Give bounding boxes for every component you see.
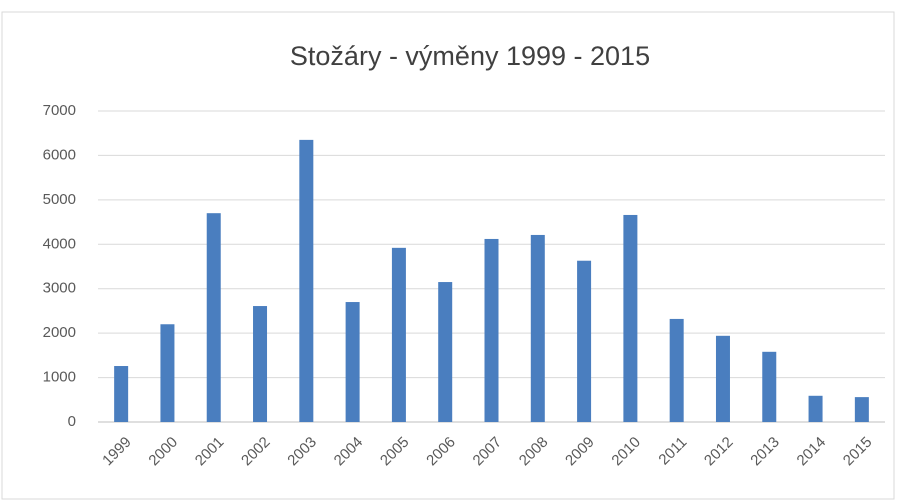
bar <box>206 213 221 422</box>
bar <box>669 318 684 422</box>
bar <box>299 139 314 422</box>
y-tick-label: 1000 <box>43 369 76 386</box>
bar <box>530 234 545 422</box>
y-tick-label: 6000 <box>43 146 76 163</box>
y-tick-label: 2000 <box>43 324 76 341</box>
bar <box>438 282 453 422</box>
y-tick-label: 0 <box>68 413 76 430</box>
chart-title: Stožáry - výměny 1999 - 2015 <box>290 41 650 71</box>
bar <box>114 366 129 422</box>
y-tick-label: 4000 <box>43 235 76 252</box>
bar <box>808 395 823 422</box>
bar <box>854 397 869 422</box>
bar <box>253 306 268 422</box>
bar <box>762 351 777 422</box>
y-tick-label: 3000 <box>43 280 76 297</box>
bar <box>345 302 360 422</box>
y-tick-label: 5000 <box>43 191 76 208</box>
chart-border <box>1 11 895 500</box>
bar <box>623 214 638 422</box>
bar <box>577 260 592 422</box>
bar <box>715 335 730 422</box>
bar <box>391 247 406 422</box>
bar <box>160 324 175 422</box>
y-tick-label: 7000 <box>43 102 76 119</box>
bar <box>484 238 499 422</box>
